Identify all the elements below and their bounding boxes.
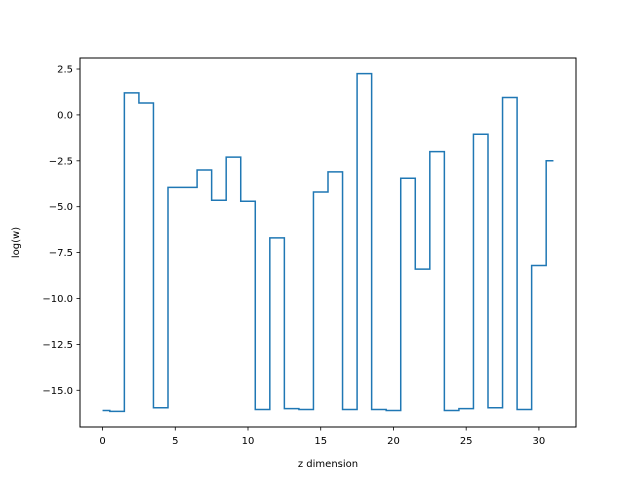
x-tick-label: 20	[387, 436, 400, 447]
y-tick-label: −12.5	[42, 340, 73, 351]
y-tick-label: 2.5	[57, 65, 73, 76]
x-tick-label: 25	[460, 436, 473, 447]
x-tick-label: 5	[172, 436, 178, 447]
x-tick-label: 10	[242, 436, 255, 447]
x-tick-label: 30	[533, 436, 546, 447]
y-tick-label: −7.5	[49, 248, 73, 259]
x-tick-label: 15	[314, 436, 327, 447]
x-tick-label: 0	[99, 436, 105, 447]
y-tick-label: −5.0	[49, 202, 73, 213]
y-tick-label: −15.0	[42, 386, 73, 397]
y-tick-label: 0.0	[57, 110, 73, 121]
y-tick-label: −10.0	[42, 294, 73, 305]
data-layer	[102, 72, 554, 413]
axes-frame	[79, 57, 577, 428]
y-tick-label: −2.5	[49, 156, 73, 167]
series-line	[102, 72, 554, 413]
y-axis-ticks: 2.5 0.0 −2.5 −5.0 −7.5 −10.0 −12.5 −15.0	[42, 65, 80, 397]
plot-area	[80, 58, 576, 427]
x-axis-ticks: 0 5 10 15 20 25 30	[99, 427, 545, 447]
y-axis-label: log(w)	[11, 227, 22, 258]
x-axis-label: z dimension	[298, 459, 358, 470]
